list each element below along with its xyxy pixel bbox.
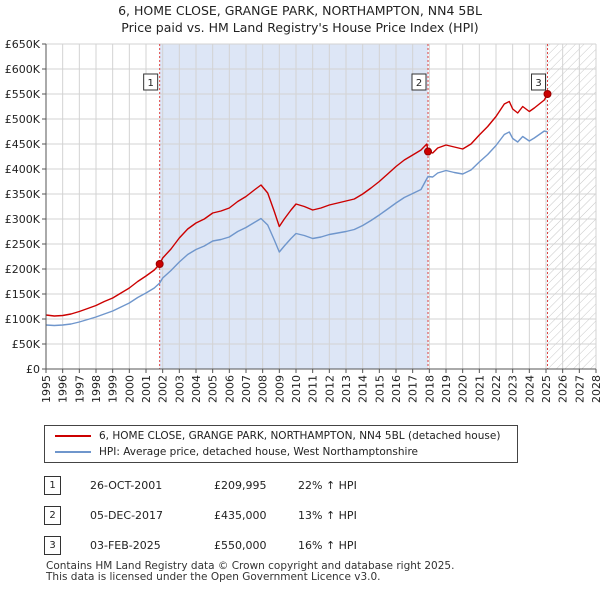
legend-item-property: 6, HOME CLOSE, GRANGE PARK, NORTHAMPTON,… bbox=[55, 428, 500, 444]
y-tick-label: £400K bbox=[5, 163, 41, 176]
x-tick-label: 2011 bbox=[307, 375, 320, 403]
sale-row: 1 26-OCT-2001 £209,995 22% ↑ HPI bbox=[44, 476, 504, 496]
x-tick-label: 2016 bbox=[390, 375, 403, 403]
legend-item-hpi: HPI: Average price, detached house, West… bbox=[55, 444, 418, 460]
x-tick-label: 2020 bbox=[457, 375, 470, 403]
x-tick-label: 1998 bbox=[90, 375, 103, 403]
x-tick-label: 2024 bbox=[523, 375, 536, 403]
x-tick-label: 2001 bbox=[140, 375, 153, 403]
chart-title: 6, HOME CLOSE, GRANGE PARK, NORTHAMPTON,… bbox=[0, 2, 600, 36]
y-tick-label: £200K bbox=[5, 263, 41, 276]
hatched-region bbox=[547, 44, 596, 369]
x-tick-label: 2028 bbox=[590, 375, 600, 403]
legend: 6, HOME CLOSE, GRANGE PARK, NORTHAMPTON,… bbox=[44, 425, 518, 463]
sale-point bbox=[424, 147, 432, 156]
y-tick-label: £150K bbox=[5, 288, 41, 301]
x-tick-label: 1997 bbox=[73, 375, 86, 403]
x-tick-label: 2019 bbox=[440, 375, 453, 403]
y-tick-label: £600K bbox=[5, 63, 41, 76]
footer-line1: Contains HM Land Registry data © Crown c… bbox=[46, 560, 455, 572]
sale-marker-label: 2 bbox=[416, 78, 422, 89]
sale-hpi-diff: 22% ↑ HPI bbox=[298, 479, 357, 492]
y-tick-label: £0 bbox=[26, 363, 40, 376]
sale-marker-label: 1 bbox=[147, 78, 153, 89]
sale-date: 05-DEC-2017 bbox=[90, 509, 164, 522]
y-tick-label: £300K bbox=[5, 213, 41, 226]
sale-row: 2 05-DEC-2017 £435,000 13% ↑ HPI bbox=[44, 506, 504, 526]
footer-line2: This data is licensed under the Open Gov… bbox=[46, 571, 381, 583]
x-tick-label: 2027 bbox=[573, 375, 586, 403]
x-tick-label: 2013 bbox=[340, 375, 353, 403]
y-tick-label: £50K bbox=[12, 338, 41, 351]
sale-number-badge: 2 bbox=[44, 506, 61, 525]
sale-date: 03-FEB-2025 bbox=[90, 539, 161, 552]
sale-price: £209,995 bbox=[214, 479, 267, 492]
x-tick-label: 2003 bbox=[173, 375, 186, 403]
sale-marker-box bbox=[531, 73, 546, 91]
sale-date: 26-OCT-2001 bbox=[90, 479, 163, 492]
y-tick-label: £450K bbox=[5, 138, 41, 151]
x-tick-label: 2012 bbox=[323, 375, 336, 403]
legend-swatch-hpi bbox=[55, 451, 91, 453]
chart-title-line2: Price paid vs. HM Land Registry's House … bbox=[121, 20, 479, 35]
x-tick-label: 2009 bbox=[273, 375, 286, 403]
x-tick-label: 2004 bbox=[190, 375, 203, 403]
y-tick-label: £650K bbox=[5, 38, 41, 51]
y-tick-label: £100K bbox=[5, 313, 41, 326]
x-tick-label: 2017 bbox=[407, 375, 420, 403]
sale-hpi-diff: 13% ↑ HPI bbox=[298, 509, 357, 522]
series-line-hpi bbox=[45, 130, 548, 327]
sale-number-badge: 1 bbox=[44, 476, 61, 495]
x-tick-label: 2021 bbox=[473, 375, 486, 403]
legend-label-property: 6, HOME CLOSE, GRANGE PARK, NORTHAMPTON,… bbox=[99, 430, 501, 442]
sale-price: £435,000 bbox=[214, 509, 267, 522]
series-line-property bbox=[45, 93, 549, 317]
x-tick-label: 2025 bbox=[540, 375, 553, 403]
x-tick-label: 2026 bbox=[557, 375, 570, 403]
y-tick-label: £500K bbox=[5, 113, 41, 126]
legend-label-hpi: HPI: Average price, detached house, West… bbox=[99, 446, 418, 458]
x-tick-label: 1999 bbox=[107, 375, 120, 403]
x-tick-label: 2000 bbox=[123, 375, 136, 403]
x-tick-label: 2023 bbox=[507, 375, 520, 403]
chart-title-line1: 6, HOME CLOSE, GRANGE PARK, NORTHAMPTON,… bbox=[118, 3, 482, 18]
x-tick-label: 2014 bbox=[357, 375, 370, 403]
x-tick-label: 2002 bbox=[157, 375, 170, 403]
x-tick-label: 2006 bbox=[223, 375, 236, 403]
x-tick-label: 2015 bbox=[373, 375, 386, 403]
x-tick-label: 2007 bbox=[240, 375, 253, 403]
sale-point bbox=[155, 260, 164, 269]
y-tick-label: £350K bbox=[5, 188, 41, 201]
x-tick-label: 2005 bbox=[207, 375, 220, 403]
x-tick-label: 2022 bbox=[490, 375, 503, 403]
sale-hpi-diff: 16% ↑ HPI bbox=[298, 539, 357, 552]
price-chart: 1 2 3 £0 £50K £100K £150K £200K £250K £300K £350K… bbox=[5, 38, 600, 403]
sale-point bbox=[543, 90, 552, 98]
sale-row: 3 03-FEB-2025 £550,000 16% ↑ HPI bbox=[44, 536, 504, 556]
y-tick-label: £550K bbox=[5, 88, 41, 101]
footer: Contains HM Land Registry data © Crown c… bbox=[46, 561, 454, 583]
sale-number-badge: 3 bbox=[44, 536, 61, 555]
sale-marker-box bbox=[143, 73, 159, 91]
y-tick-label: £250K bbox=[5, 238, 41, 251]
x-tick-label: 2010 bbox=[290, 375, 303, 403]
x-tick-label: 1995 bbox=[40, 375, 53, 403]
x-tick-label: 2008 bbox=[257, 375, 270, 403]
legend-swatch-property bbox=[55, 435, 91, 437]
sale-marker-box bbox=[411, 73, 427, 91]
sale-marker-label: 3 bbox=[535, 78, 541, 89]
x-tick-label: 1996 bbox=[57, 375, 70, 403]
sale-price: £550,000 bbox=[214, 539, 267, 552]
x-tick-label: 2018 bbox=[423, 375, 436, 403]
